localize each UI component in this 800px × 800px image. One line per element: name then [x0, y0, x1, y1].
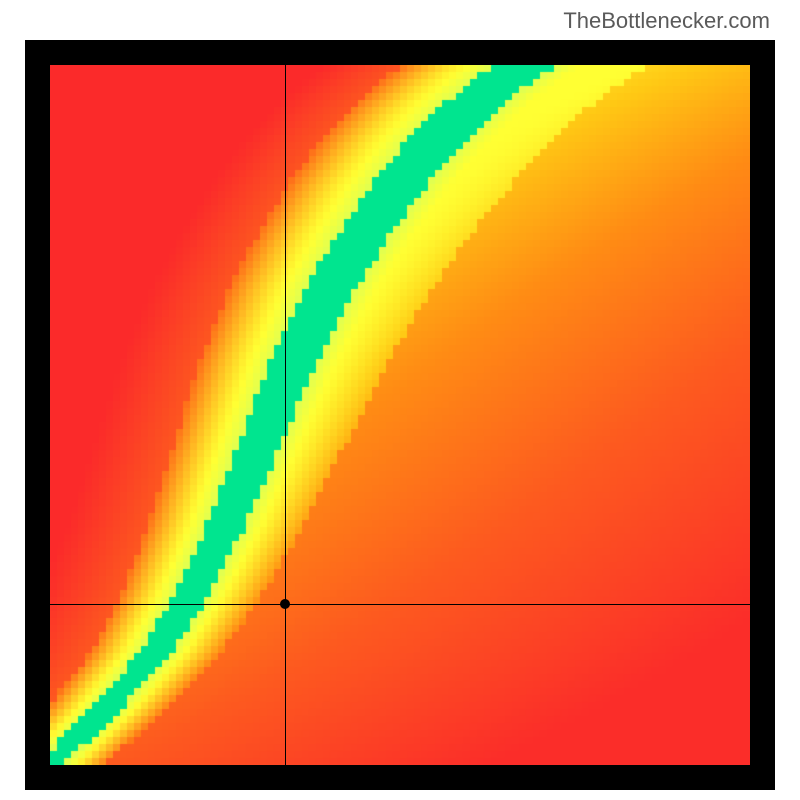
crosshair-vertical [285, 65, 286, 765]
crosshair-marker [280, 599, 290, 609]
attribution-text: TheBottlenecker.com [563, 8, 770, 34]
crosshair-horizontal [50, 604, 750, 605]
plot-frame [25, 40, 775, 790]
chart-container: TheBottlenecker.com [0, 0, 800, 800]
heatmap-canvas [50, 65, 750, 765]
